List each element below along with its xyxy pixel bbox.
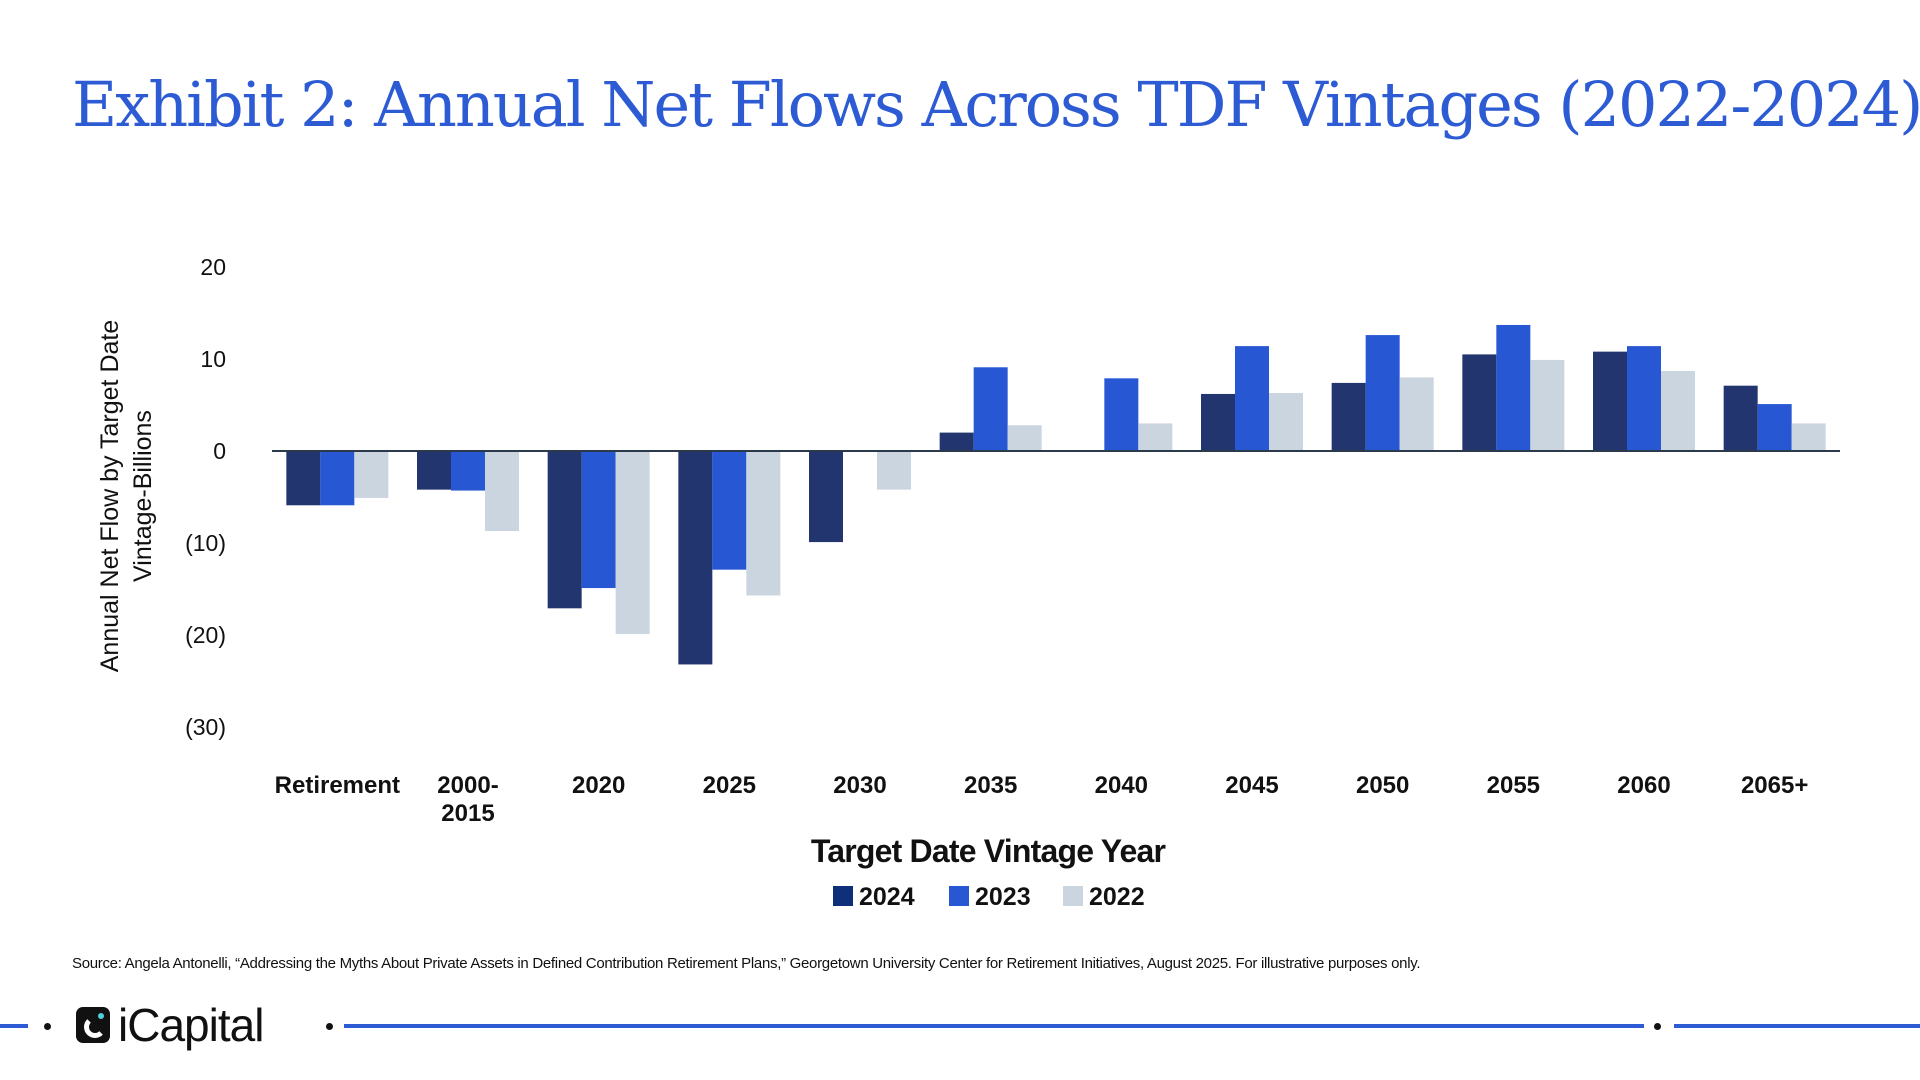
bar-2024 [1593, 351, 1627, 451]
bar-2022 [1399, 377, 1434, 451]
bar-2024 [939, 432, 974, 451]
bar-2023 [451, 451, 485, 491]
x-tick-label: 2050 [1356, 772, 1409, 799]
x-tick-label: 2055 [1487, 772, 1540, 799]
bar-2022 [615, 451, 650, 635]
footer-dot [1654, 1023, 1661, 1030]
x-tick-label: Retirement [275, 772, 400, 799]
bar-2022 [746, 451, 781, 596]
x-tick-label: 2025 [703, 772, 756, 799]
footer-dot [326, 1023, 333, 1030]
y-axis-title: Annual Net Flow by Target Date [96, 320, 124, 673]
bar-2023 [1627, 346, 1661, 451]
footer-line-middle [344, 1024, 1644, 1028]
bar-2022 [1530, 359, 1565, 451]
x-tick-label: 2000- [437, 772, 498, 799]
bar-2023 [1757, 404, 1792, 451]
y-tick-label: (10) [185, 530, 226, 556]
bar-2023 [973, 367, 1008, 451]
legend-label: 2024 [859, 883, 915, 911]
y-tick-label: 10 [200, 346, 226, 372]
bar-2023 [581, 451, 616, 589]
footer-line-right [1674, 1024, 1920, 1028]
x-axis-title: Target Date Vintage Year [811, 833, 1166, 869]
x-tick-label: 2060 [1617, 772, 1670, 799]
x-tick-label: 2045 [1225, 772, 1278, 799]
bar-2022 [1791, 423, 1826, 451]
bar-2024 [809, 451, 843, 543]
bar-chart: 20 10 0 (10) (20) (30) Retirement 2000-2015 2020… [96, 254, 1840, 911]
y-tick-label: (20) [185, 622, 226, 648]
icapital-logo-icon [76, 1007, 110, 1043]
page-title: Exhibit 2: Annual Net Flows Across TDF V… [72, 68, 1920, 141]
bar-2023 [1365, 335, 1400, 451]
icapital-logo: iCapital [76, 999, 264, 1051]
logo-text: iCapital [118, 999, 264, 1051]
legend-swatch-2024 [833, 886, 853, 906]
bar-2023 [712, 451, 747, 570]
bar-2024 [417, 451, 451, 490]
y-axis-title: Vintage-Billions [129, 410, 157, 582]
bar-2023 [1496, 324, 1531, 451]
bar-2022 [1661, 370, 1695, 451]
bar-2022 [1269, 393, 1303, 451]
bar-2024 [678, 451, 713, 665]
x-tick-label: 2030 [833, 772, 886, 799]
x-tick-label: 2015 [441, 800, 494, 827]
bar-2024 [547, 451, 582, 609]
legend-swatch-2022 [1063, 886, 1083, 906]
bar-2022 [1007, 425, 1042, 451]
footer-line-left [0, 1024, 28, 1028]
bar-2023 [1235, 346, 1269, 451]
bar-2024 [286, 451, 321, 506]
x-tick-label: 2035 [964, 772, 1017, 799]
x-tick-label: 2020 [572, 772, 625, 799]
x-tick-label: 2065+ [1741, 772, 1808, 799]
bar-2023 [320, 451, 355, 506]
bar-2024 [1723, 385, 1758, 451]
bar-2022 [1138, 423, 1173, 451]
bar-2024 [1462, 354, 1497, 451]
legend-label: 2023 [975, 883, 1031, 911]
x-tick-label: 2040 [1095, 772, 1148, 799]
bar-2022 [354, 451, 389, 498]
bar-2022 [485, 451, 519, 532]
source-note: Source: Angela Antonelli, “Addressing th… [72, 955, 1421, 972]
y-tick-label: 20 [200, 254, 226, 280]
footer-dot [44, 1023, 51, 1030]
legend-label: 2022 [1089, 883, 1145, 911]
bar-2023 [1104, 378, 1139, 451]
y-tick-label: 0 [213, 438, 226, 464]
bar-2022 [877, 451, 911, 490]
y-tick-label: (30) [185, 714, 226, 740]
legend-swatch-2023 [949, 886, 969, 906]
bar-2024 [1331, 382, 1366, 451]
bar-2024 [1201, 393, 1235, 451]
